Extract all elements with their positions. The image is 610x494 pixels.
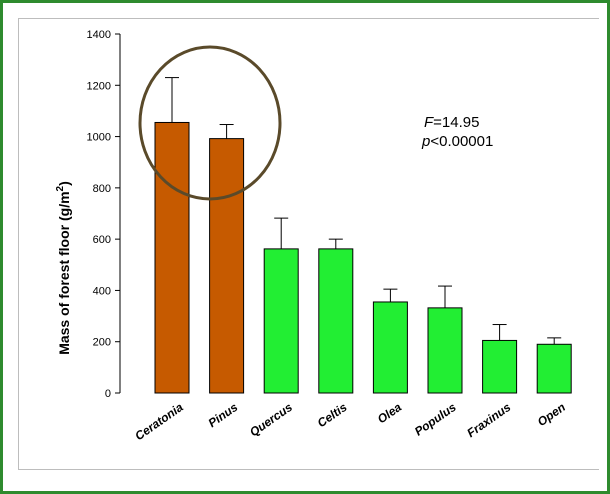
x-tick-label-ceratonia: Ceratonia: [132, 400, 186, 443]
f-statistic: F=14.95: [424, 114, 479, 131]
bar-populus: [427, 307, 463, 394]
bar-fraxinus: [482, 339, 518, 394]
y-tick-label: 800: [93, 183, 111, 195]
x-tick-label-olea: Olea: [375, 400, 405, 427]
x-tick-labels: Ceratonia Pinus Quercus Celtis Olea Populus Fr…: [132, 400, 568, 443]
bar-pinus: [209, 138, 245, 394]
y-tick-label: 400: [93, 285, 111, 297]
x-tick-label-celtis: Celtis: [315, 400, 350, 430]
x-tick-label-quercus: Quercus: [247, 400, 295, 440]
x-tick-label-fraxinus: Fraxinus: [464, 400, 513, 440]
y-tick-label: 0: [105, 388, 111, 400]
y-tick-label: 1400: [87, 29, 111, 41]
x-tick-label-open: Open: [535, 400, 568, 429]
y-tick-label: 1000: [87, 132, 111, 144]
x-tick-label-pinus: Pinus: [206, 400, 241, 430]
highlight-circle: [138, 45, 282, 201]
bar-open: [536, 343, 572, 394]
bar-ceratonia: [154, 121, 190, 394]
bar-quercus: [263, 248, 299, 394]
y-axis-label: Mass of forest floor (g/m2): [55, 181, 72, 355]
p-value: p<0.00001: [421, 133, 493, 150]
chart-inner-border: [18, 18, 599, 470]
bars: [154, 77, 572, 394]
y-tick-label: 1200: [87, 80, 111, 92]
bar-olea: [372, 301, 408, 394]
y-tick-label: 600: [93, 234, 111, 246]
x-tick-label-populus: Populus: [412, 400, 459, 439]
bar-celtis: [318, 248, 354, 394]
y-tick-label: 200: [93, 337, 111, 349]
y-axis: 0 200 400 600 800 1000 1200 1400: [87, 29, 121, 400]
